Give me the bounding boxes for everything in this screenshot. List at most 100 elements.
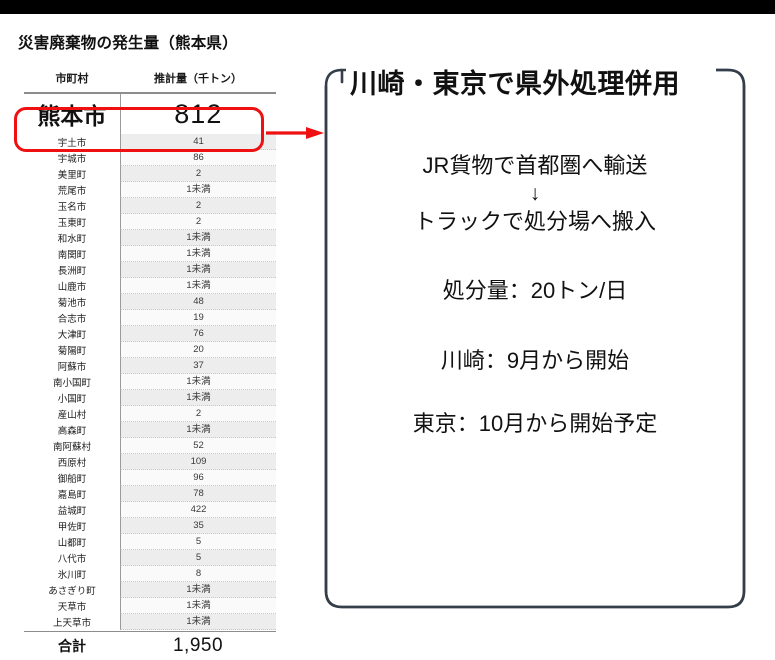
- highlight-city-value: 812: [119, 93, 276, 134]
- table-row: 玉東町 2: [24, 213, 276, 230]
- table-row: 大津町 76: [24, 325, 276, 342]
- row-city-value: 2: [120, 165, 276, 182]
- row-city-value: 96: [120, 469, 276, 486]
- row-city-name: 南小国町: [52, 377, 91, 389]
- header-municipality: 市町村: [55, 73, 89, 85]
- row-city-value: 48: [120, 293, 276, 310]
- table-row: 美里町 2: [24, 165, 276, 182]
- table-body: 宇土市 41 宇城市 86 美里町 2 荒尾市 1未満 玉名市 2 玉東町 2 和水町 1未満 南関町 1未満…: [24, 133, 276, 630]
- row-city-name: 阿蘇市: [57, 361, 87, 373]
- table-total-row: 合計 1,950: [24, 632, 276, 660]
- table-row: 菊陽町 20: [24, 341, 276, 358]
- table-row: あさぎり町 1未満: [24, 581, 276, 598]
- top-black-bar: [0, 0, 775, 14]
- row-city-name: 甲佐町: [57, 521, 87, 533]
- line-capacity: 処分量：20トン/日: [442, 278, 628, 304]
- table-row: 益城町 422: [24, 501, 276, 518]
- row-city-value: 1未満: [120, 181, 276, 198]
- row-city-name: 山都町: [57, 537, 87, 549]
- table-row: 合志市 19: [24, 309, 276, 326]
- row-city-name: 嘉島町: [57, 489, 87, 501]
- line-transport: JR貨物で首都圏へ輸送: [422, 153, 648, 178]
- row-city-name: あさぎり町: [48, 585, 96, 597]
- page-title: 災害廃棄物の発生量（熊本県）: [18, 35, 238, 52]
- row-city-name: 宇土市: [57, 137, 87, 149]
- row-city-name: 産山村: [57, 409, 87, 421]
- row-city-name: 荒尾市: [57, 185, 87, 197]
- row-city-value: 41: [120, 133, 276, 150]
- table-row: 嘉島町 78: [24, 485, 276, 502]
- header-amount: 推計量（千トン）: [154, 73, 242, 85]
- row-city-name: 長洲町: [57, 265, 87, 277]
- row-city-value: 1未満: [120, 229, 276, 246]
- table-row: 玉名市 2: [24, 197, 276, 214]
- table-row: 産山村 2: [24, 405, 276, 422]
- row-city-name: 和水町: [57, 233, 87, 245]
- table-row: 南関町 1未満: [24, 245, 276, 262]
- row-city-name: 宇城市: [57, 153, 87, 165]
- row-city-name: 玉東町: [57, 217, 87, 229]
- row-city-value: 1未満: [120, 277, 276, 294]
- row-city-value: 1未満: [120, 245, 276, 262]
- table-row: 八代市 5: [24, 549, 276, 566]
- row-city-name: 御船町: [57, 473, 87, 485]
- row-city-value: 37: [120, 357, 276, 374]
- table-row: 阿蘇市 37: [24, 357, 276, 374]
- line-kawasaki-start: 川崎：9月から開始: [440, 347, 630, 373]
- row-city-name: 氷川町: [57, 569, 87, 581]
- row-city-name: 上天草市: [52, 617, 91, 629]
- row-city-value: 2: [120, 197, 276, 214]
- callout-panel: 川崎・東京で県外処理併用 JR貨物で首都圏へ輸送 ↓ トラックで処分場へ搬入 処…: [324, 62, 746, 609]
- row-city-name: 南関町: [57, 249, 87, 261]
- table-row: 南阿蘇村 52: [24, 437, 276, 454]
- row-city-value: 1未満: [120, 389, 276, 406]
- row-city-name: 小国町: [57, 393, 87, 405]
- panel-title: 川崎・東京で県外処理併用: [346, 62, 684, 101]
- table-header-row: 市町村 推計量（千トン）: [24, 70, 276, 92]
- row-city-value: 1未満: [120, 613, 276, 630]
- row-city-value: 78: [120, 485, 276, 502]
- row-city-name: 八代市: [57, 553, 87, 565]
- row-city-value: 76: [120, 325, 276, 342]
- row-city-name: 天草市: [57, 601, 87, 613]
- table-row: 和水町 1未満: [24, 229, 276, 246]
- table-row: 小国町 1未満: [24, 389, 276, 406]
- right-arrow-icon: [266, 127, 324, 139]
- row-city-value: 1未満: [120, 581, 276, 598]
- table-row: 高森町 1未満: [24, 421, 276, 438]
- row-city-name: 益城町: [57, 505, 87, 517]
- table-row: 山都町 5: [24, 533, 276, 550]
- table-row: 長洲町 1未満: [24, 261, 276, 278]
- line-truck: トラックで処分場へ搬入: [413, 208, 656, 234]
- line-tokyo-start: 東京：10月から開始予定: [412, 411, 658, 437]
- row-city-name: 高森町: [57, 425, 87, 437]
- row-city-value: 19: [120, 309, 276, 326]
- row-city-name: 南阿蘇村: [52, 441, 91, 453]
- total-value: 1,950: [172, 635, 224, 656]
- table-row: 氷川町 8: [24, 565, 276, 582]
- highlight-city-name: 熊本市: [37, 102, 107, 129]
- row-city-value: 422: [120, 501, 276, 518]
- row-city-value: 86: [120, 149, 276, 166]
- row-city-name: 菊池市: [57, 297, 87, 309]
- row-city-value: 1未満: [120, 373, 276, 390]
- waste-volume-table: 市町村 推計量（千トン） 熊本市 812 宇土市 41 宇城市 86 美里町 2 荒尾市 1未…: [24, 70, 276, 660]
- panel-border: [324, 68, 746, 609]
- table-row: 宇城市 86: [24, 149, 276, 166]
- table-row: 宇土市 41: [24, 133, 276, 150]
- row-city-value: 2: [120, 213, 276, 230]
- row-city-value: 5: [120, 549, 276, 566]
- table-row: 御船町 96: [24, 469, 276, 486]
- total-label: 合計: [58, 638, 86, 654]
- row-city-value: 20: [120, 341, 276, 358]
- table-row: 天草市 1未満: [24, 597, 276, 614]
- row-city-value: 35: [120, 517, 276, 534]
- table-row: 西原村 109: [24, 453, 276, 470]
- row-city-name: 合志市: [57, 313, 87, 325]
- row-city-value: 2: [120, 405, 276, 422]
- row-city-name: 菊陽町: [57, 345, 87, 357]
- row-city-value: 1未満: [120, 597, 276, 614]
- row-city-name: 美里町: [57, 169, 87, 181]
- table-top-rule: [24, 92, 276, 94]
- table-row: 山鹿市 1未満: [24, 277, 276, 294]
